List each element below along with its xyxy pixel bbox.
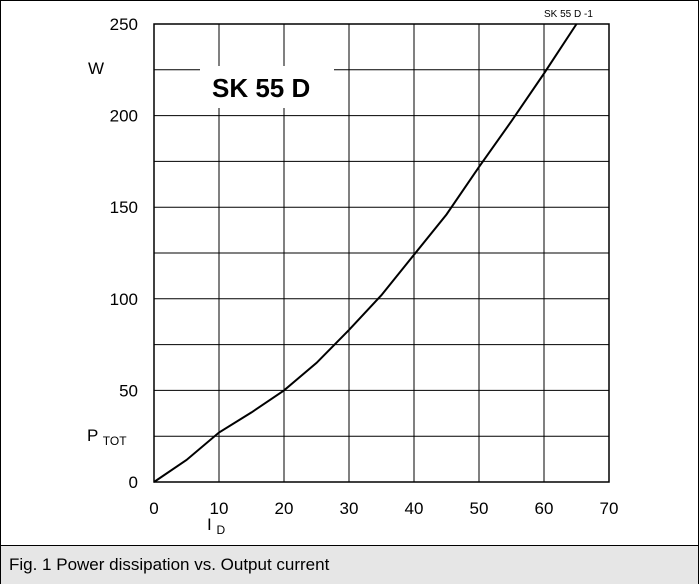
- caption-bar: Fig. 1 Power dissipation vs. Output curr…: [1, 545, 698, 584]
- x-tick-label: 30: [340, 499, 359, 518]
- x-axis-symbol-main: I: [207, 515, 212, 534]
- y-unit-label: W: [88, 59, 104, 78]
- grid: [154, 24, 609, 482]
- figure-caption: Fig. 1 Power dissipation vs. Output curr…: [9, 555, 330, 574]
- x-axis-symbol-sub: D: [216, 523, 225, 537]
- x-tick-label: 10: [210, 499, 229, 518]
- x-axis-symbol: I D: [207, 515, 225, 537]
- y-tick-label: 50: [119, 381, 138, 400]
- title-box-mask: [200, 66, 334, 108]
- chart-title: SK 55 D: [212, 73, 310, 103]
- x-tick-labels: 0 10 20 30 40 50 60 70: [149, 499, 618, 518]
- x-tick-label: 70: [600, 499, 619, 518]
- y-axis-symbol-sub: TOT: [103, 434, 127, 448]
- y-axis-symbol: P TOT: [87, 426, 127, 448]
- y-tick-label: 250: [110, 15, 138, 34]
- ref-label-mask: [538, 6, 616, 20]
- plot-area-border: [153, 23, 610, 483]
- y-tick-label: 100: [110, 290, 138, 309]
- y-axis-symbol-main: P: [87, 426, 98, 445]
- y-tick-label: 0: [129, 473, 138, 492]
- x-tick-label: 0: [149, 499, 158, 518]
- power-dissipation-curve: [153, 23, 578, 483]
- y-tick-label: 150: [110, 198, 138, 217]
- y-tick-label: 200: [110, 107, 138, 126]
- x-tick-label: 60: [535, 499, 554, 518]
- x-tick-label: 20: [275, 499, 294, 518]
- y-tick-labels: 0 50 100 150 200 250: [110, 15, 138, 492]
- x-tick-label: 40: [405, 499, 424, 518]
- x-tick-label: 50: [470, 499, 489, 518]
- reference-label: SK 55 D -1: [544, 9, 593, 20]
